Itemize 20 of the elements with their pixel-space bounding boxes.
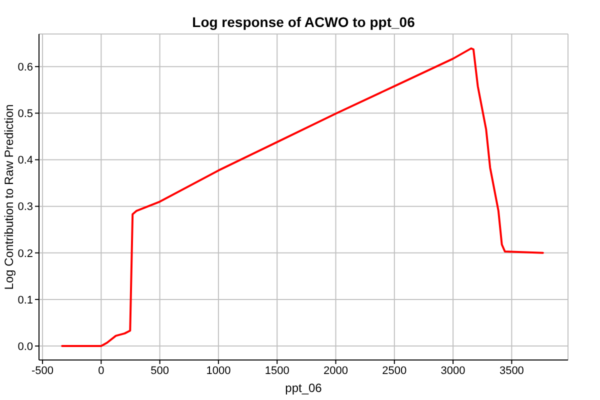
y-tick-label: 0.4 — [18, 154, 33, 167]
x-tick-label: 0 — [98, 364, 104, 377]
x-tick-label: 1000 — [206, 364, 231, 377]
x-tick-label: -500 — [32, 364, 54, 377]
chart-title: Log response of ACWO to ppt_06 — [191, 13, 416, 31]
y-tick-label: 0.5 — [18, 108, 33, 120]
x-tick-label: 1500 — [264, 364, 290, 377]
y-tick-label: 0.3 — [18, 201, 33, 214]
y-tick-label: 0.2 — [18, 248, 33, 260]
y-axis-title: Log Contribution to Raw Prediction — [2, 104, 16, 290]
y-tick-label: 0.1 — [18, 294, 33, 306]
x-tick-label: 2500 — [382, 364, 407, 377]
x-tick-label: 2000 — [324, 364, 348, 377]
y-tick-label: 0.6 — [18, 62, 33, 74]
x-tick-label: 3500 — [499, 364, 524, 377]
y-tick-label: 0.0 — [18, 340, 33, 353]
x-axis-title: ppt_06 — [285, 381, 322, 395]
line-series — [61, 47, 544, 348]
x-tick-label: 500 — [150, 364, 169, 377]
x-tick-label: 3000 — [440, 364, 466, 377]
